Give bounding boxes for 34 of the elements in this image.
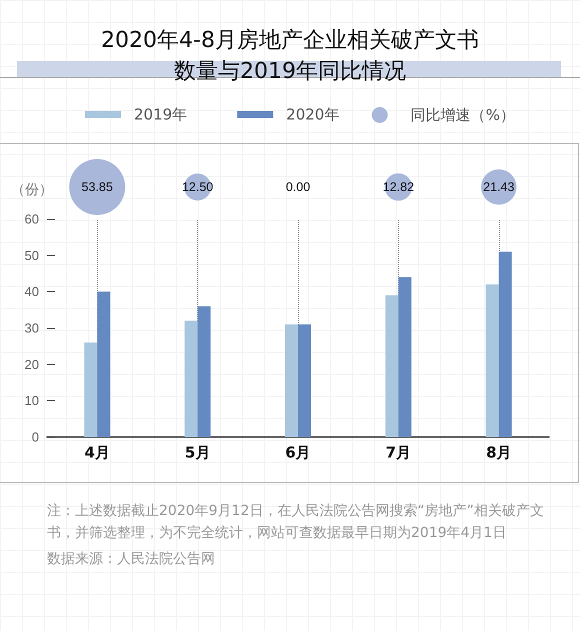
x-tick-label: 7月 — [386, 444, 412, 462]
bar — [84, 342, 98, 437]
legend-label: 同比增速（%） — [410, 106, 516, 124]
y-axis-title: （份） — [11, 182, 53, 198]
x-tick-label: 8月 — [486, 444, 512, 462]
bar — [385, 295, 398, 437]
data-label: 53.85 — [82, 180, 113, 194]
legend-label: 2020年 — [286, 106, 340, 124]
bar — [398, 277, 412, 437]
legend-label: 2019年 — [134, 106, 188, 124]
x-tick-label: 5月 — [184, 444, 210, 462]
bar — [198, 306, 211, 437]
bar — [298, 324, 311, 437]
x-tick-label: 4月 — [84, 444, 110, 462]
text: 注：上述数据截止2020年9月12日，在人民法院公告网搜索“房地产”相关破产文书，并筛选整理，为不完全统计，网站可查数据最早日期为2019年4月1日 — [47, 502, 545, 543]
data-label: 21.43 — [483, 180, 514, 194]
source-note: 数据来源：人民法院公告网 — [47, 550, 216, 569]
y-tick-label: 10 — [24, 393, 39, 408]
data-label: 12.82 — [382, 180, 414, 194]
bar — [486, 284, 499, 437]
data-label: 12.50 — [182, 180, 214, 194]
y-tick-label: 20 — [24, 356, 39, 372]
data-label: 0.00 — [286, 180, 310, 194]
y-tick-label: 0 — [32, 430, 39, 444]
bar — [285, 324, 298, 437]
y-tick-label: 40 — [24, 284, 39, 300]
x-tick-label: 6月 — [285, 444, 311, 462]
y-tick-label: 50 — [24, 248, 39, 263]
bar — [97, 292, 110, 437]
y-tick-label: 60 — [24, 212, 39, 226]
bar — [184, 320, 198, 437]
bar — [498, 252, 512, 437]
chart-title: 2020年4-8月房地产企业相关破产文书数量与2019年同比情况 — [101, 28, 479, 84]
y-tick-label: 30 — [24, 320, 39, 336]
